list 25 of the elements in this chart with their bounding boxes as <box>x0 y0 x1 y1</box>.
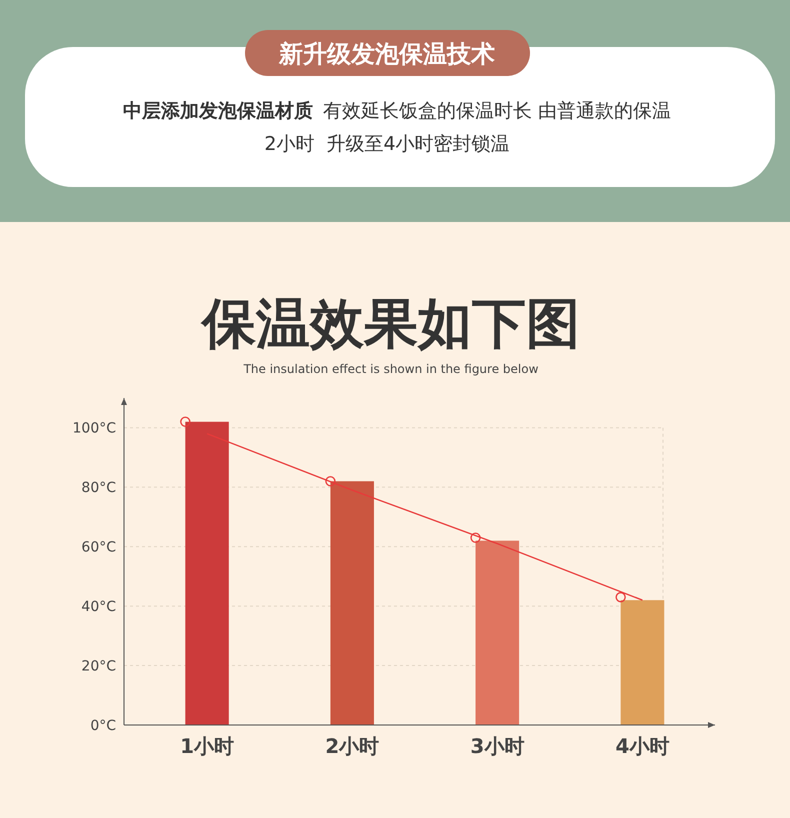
bar <box>620 600 664 725</box>
point <box>470 532 481 543</box>
bar <box>476 540 520 725</box>
chart-subtitle: The insulation effect is shown in the figure below <box>242 362 539 376</box>
y-tick-label: 40°C <box>81 598 116 615</box>
y-tick-label: 100°C <box>72 420 116 437</box>
x-tick-label: 2小时 <box>325 734 380 758</box>
line-series <box>206 433 644 601</box>
text: 中层添加发泡保温材质 <box>122 100 313 122</box>
bar <box>330 481 374 725</box>
y-tick-label: 20°C <box>81 658 116 674</box>
text: 新升级发泡保温技术 <box>278 40 495 68</box>
y-tick-label: 80°C <box>81 480 116 496</box>
x-tick-label: 1小时 <box>180 734 234 758</box>
text: 2小时 升级至4小时密封锁温 <box>264 133 510 155</box>
bar <box>185 422 229 725</box>
point <box>180 416 190 427</box>
chart-title: 保温效果如下图 <box>200 292 580 355</box>
point <box>616 592 626 602</box>
y-tick-label: 0°C <box>90 718 116 734</box>
text: 有效延长饭盒的保温时长 由普通款的保温 <box>322 100 672 122</box>
x-tick-label: 4小时 <box>615 734 670 758</box>
y-tick-label: 60°C <box>81 540 116 556</box>
point <box>325 476 336 486</box>
x-tick-label: 3小时 <box>470 734 524 758</box>
